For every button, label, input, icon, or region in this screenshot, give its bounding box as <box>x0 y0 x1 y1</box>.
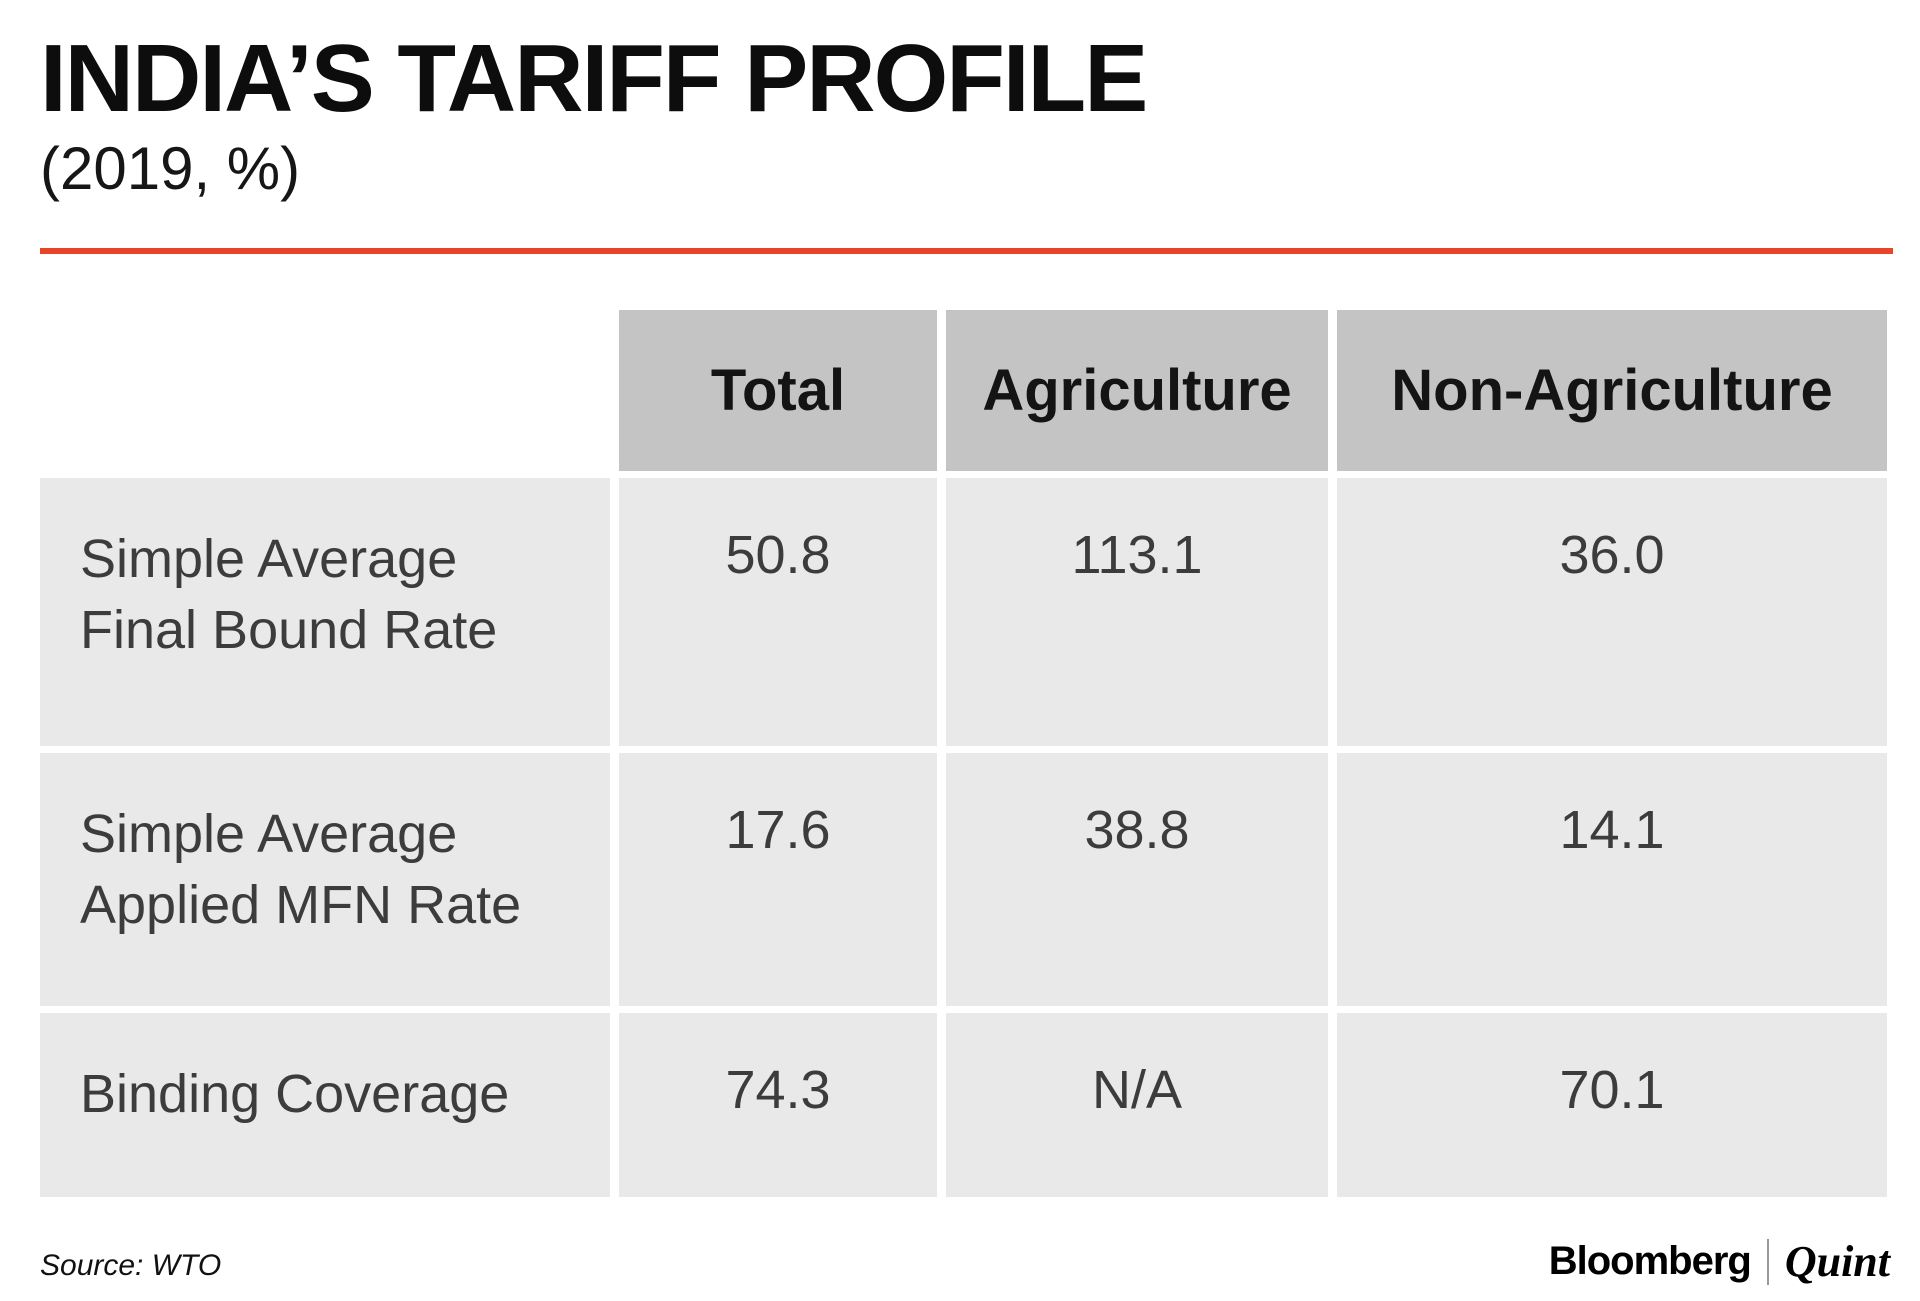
row-label-line: Simple Average <box>80 528 458 589</box>
value-binding-coverage-total: 74.3 <box>619 1012 937 1197</box>
page-title: INDIA’S TARIFF PROFILE <box>40 25 1148 132</box>
value-applied-mfn-total: 17.6 <box>619 752 937 1006</box>
table-corner-cell <box>40 310 610 471</box>
bloomberg-logo: Bloomberg <box>1548 1239 1752 1283</box>
value-final-bound-agriculture: 113.1 <box>946 477 1328 746</box>
footer: Source: WTO Bloomberg Quint <box>40 1236 1890 1287</box>
row-label-line: Final Bound Rate <box>80 600 498 661</box>
brand-divider <box>1766 1238 1769 1285</box>
column-header-non-agriculture: Non-Agriculture <box>1337 309 1887 471</box>
value-applied-mfn-non-agriculture: 14.1 <box>1337 752 1887 1006</box>
brand-logo: Bloomberg Quint <box>1549 1236 1890 1287</box>
column-header-total: Total <box>619 309 937 471</box>
row-label-line: Simple Average <box>80 803 458 864</box>
value-binding-coverage-non-agriculture: 70.1 <box>1337 1012 1887 1197</box>
row-label-applied-mfn-rate: Simple Average Applied MFN Rate <box>40 752 610 1006</box>
page-subtitle: (2019, %) <box>40 134 301 202</box>
row-label-final-bound-rate: Simple Average Final Bound Rate <box>40 477 610 746</box>
row-label-line: Applied MFN Rate <box>80 875 522 936</box>
quint-logo: Quint <box>1784 1237 1890 1286</box>
column-header-agriculture: Agriculture <box>946 309 1328 471</box>
value-final-bound-non-agriculture: 36.0 <box>1337 477 1887 746</box>
value-applied-mfn-agriculture: 38.8 <box>946 752 1328 1006</box>
source-note: Source: WTO <box>40 1249 222 1282</box>
tariff-table: Total Agriculture Non-Agriculture Simple… <box>40 309 1893 1197</box>
accent-divider <box>40 247 1893 254</box>
header: INDIA’S TARIFF PROFILE (2019, %) <box>0 0 1920 202</box>
value-final-bound-total: 50.8 <box>619 477 937 746</box>
row-label-line: Binding Coverage <box>80 1063 510 1124</box>
row-label-binding-coverage: Binding Coverage <box>40 1012 610 1197</box>
value-binding-coverage-agriculture: N/A <box>946 1012 1328 1197</box>
